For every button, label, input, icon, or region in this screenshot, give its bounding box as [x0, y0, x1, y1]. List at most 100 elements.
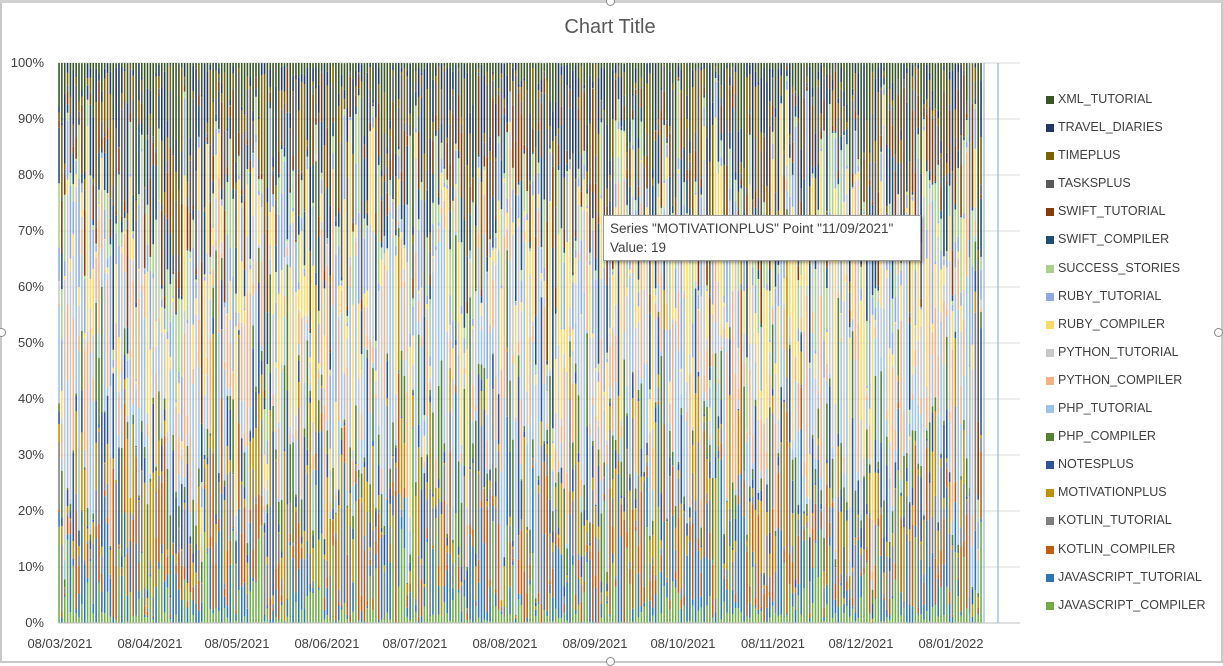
bar-segment	[563, 603, 565, 613]
bar-segment	[458, 567, 460, 590]
bar-segment	[210, 144, 212, 203]
bar-segment	[461, 445, 463, 454]
bar-segment	[698, 290, 700, 295]
bar-segment	[735, 63, 737, 65]
bar-segment	[92, 545, 94, 604]
bar-segment	[75, 396, 77, 411]
bar-segment	[104, 464, 106, 490]
bar-segment	[643, 63, 645, 155]
bar-segment	[735, 93, 737, 171]
bar-segment	[364, 145, 366, 146]
bar-segment	[124, 557, 126, 623]
bar-segment	[541, 297, 543, 421]
bar-segment	[318, 400, 320, 432]
bar-segment	[792, 562, 794, 593]
bar-segment	[275, 245, 277, 272]
bar-segment	[429, 390, 431, 396]
bar-segment	[121, 372, 123, 448]
bar-segment	[67, 92, 69, 104]
bar-segment	[689, 517, 691, 520]
bar-segment	[669, 71, 671, 126]
bar-segment	[252, 168, 254, 216]
bar-segment	[703, 401, 705, 414]
bar-segment	[381, 494, 383, 528]
bar-segment	[609, 387, 611, 399]
bar-segment	[324, 288, 326, 335]
bar-segment	[755, 510, 757, 563]
bar-segment	[392, 76, 394, 103]
bar-segment	[275, 460, 277, 461]
bar-segment	[361, 440, 363, 474]
bar-segment	[521, 180, 523, 270]
bar-segment	[61, 424, 63, 459]
bar-segment	[606, 603, 608, 623]
bar-segment	[583, 63, 585, 85]
bar-segment	[498, 248, 500, 251]
bar-segment	[678, 77, 680, 79]
bar-segment	[355, 86, 357, 95]
bar-segment	[729, 509, 731, 521]
bar-segment	[406, 146, 408, 205]
bar-segment	[207, 144, 209, 253]
bar-segment	[661, 351, 663, 356]
bar-segment	[249, 172, 251, 259]
bar-segment	[332, 306, 334, 468]
bar-segment	[278, 423, 280, 428]
bar-segment	[623, 496, 625, 511]
bar-segment	[412, 307, 414, 336]
bar-segment	[546, 441, 548, 444]
bar-segment	[324, 193, 326, 270]
bar-segment	[127, 361, 129, 378]
bar-segment	[592, 193, 594, 219]
bar-segment	[615, 440, 617, 450]
bar-segment	[212, 269, 214, 285]
bar-segment	[723, 568, 725, 577]
bar-segment	[335, 540, 337, 620]
bar-segment	[646, 477, 648, 527]
bar-segment	[706, 400, 708, 407]
bar-segment	[144, 617, 146, 623]
bar-segment	[563, 353, 565, 367]
bar-segment	[632, 150, 634, 197]
bar-segment	[90, 550, 92, 558]
bar-segment	[341, 286, 343, 291]
bar-segment	[264, 487, 266, 505]
bar-segment	[272, 207, 274, 314]
bar-segment	[752, 267, 754, 285]
bar-segment	[275, 590, 277, 617]
bar-segment	[190, 252, 192, 257]
bar-segment	[361, 611, 363, 622]
bar-segment	[90, 558, 92, 561]
bar-segment	[406, 206, 408, 263]
bar-segment	[281, 145, 283, 149]
bar-segment	[478, 157, 480, 167]
bar-segment	[307, 323, 309, 340]
bar-segment	[558, 538, 560, 548]
bar-segment	[566, 151, 568, 164]
bar-segment	[241, 587, 243, 623]
bar-segment	[318, 373, 320, 380]
bar-segment	[549, 102, 551, 127]
bar-segment	[115, 216, 117, 224]
bar-segment	[758, 500, 760, 513]
bar-segment	[252, 63, 254, 111]
bar-segment	[538, 604, 540, 623]
bar-segment	[70, 499, 72, 504]
bar-segment	[541, 446, 543, 604]
bar-segment	[118, 448, 120, 544]
bar-segment	[444, 500, 446, 586]
bar-segment	[444, 63, 446, 66]
bar-segment	[681, 69, 683, 90]
bar-segment	[635, 472, 637, 489]
bar-segment	[221, 63, 223, 83]
bar-segment	[504, 108, 506, 114]
bar-segment	[232, 276, 234, 371]
bar-segment	[241, 203, 243, 207]
bar-segment	[549, 126, 551, 129]
bar-segment	[446, 180, 448, 185]
bar-segment	[635, 500, 637, 509]
bar-segment	[415, 158, 417, 252]
bar-segment	[701, 187, 703, 194]
bar-segment	[435, 63, 437, 67]
